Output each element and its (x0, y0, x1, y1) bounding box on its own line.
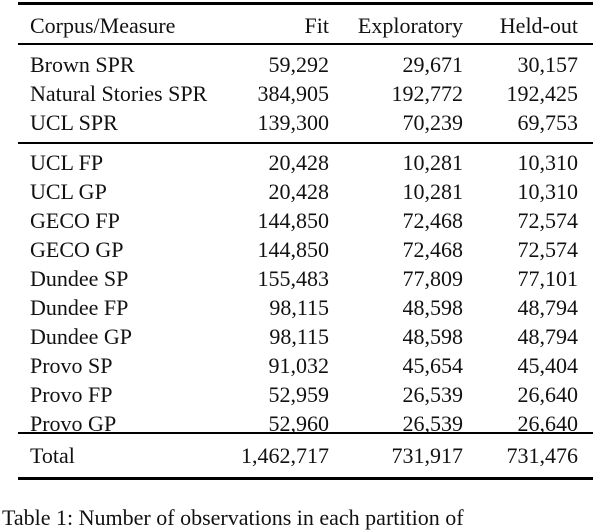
cell-fit: 98,115 (269, 324, 329, 349)
cell-exploratory: 72,468 (402, 237, 464, 262)
cell-exploratory: 10,281 (402, 179, 464, 204)
cell-fit: 52,960 (268, 411, 330, 436)
cell-exploratory: 10,281 (402, 150, 464, 175)
table-midrule-header (18, 43, 593, 45)
row-label: UCL FP (30, 150, 104, 175)
row-label: Provo GP (30, 411, 117, 436)
row-label: GECO GP (30, 237, 124, 262)
cell-exploratory: 26,539 (402, 411, 464, 436)
row-label: Provo FP (30, 382, 113, 407)
cell-held-out: 72,574 (517, 208, 579, 233)
table-midrule-block (18, 142, 593, 144)
cell-exploratory: 192,772 (391, 81, 464, 106)
row-label: Dundee FP (30, 295, 129, 320)
table-row: UCL FP 20,428 10,281 10,310 (18, 148, 592, 177)
cell-held-out: 48,794 (517, 295, 579, 320)
cell-held-out: 26,640 (517, 411, 579, 436)
cell-exploratory: 70,239 (402, 110, 464, 135)
cell-exploratory: 72,468 (402, 208, 464, 233)
cell-fit: 144,850 (257, 237, 330, 262)
cell-fit: 52,959 (268, 382, 330, 407)
row-label: UCL GP (30, 179, 107, 204)
row-label: GECO FP (30, 208, 120, 233)
cell-held-out: 731,476 (506, 443, 579, 468)
cell-held-out: 77,101 (517, 266, 579, 291)
cell-fit: 144,850 (257, 208, 330, 233)
cell-fit: 20,428 (268, 150, 330, 175)
row-label: Brown SPR (30, 52, 135, 77)
cell-exploratory: 77,809 (402, 266, 464, 291)
table-midrule-total (18, 432, 593, 434)
cell-held-out: 26,640 (517, 382, 579, 407)
column-header-fit: Fit (304, 13, 329, 38)
row-label: UCL SPR (30, 110, 118, 135)
total-row: Total 1,462,717 731,917 731,476 (18, 441, 592, 470)
table-row: Natural Stories SPR 384,905 192,772 192,… (18, 79, 592, 108)
cell-held-out: 72,574 (517, 237, 579, 262)
cell-held-out: 30,157 (517, 52, 579, 77)
cell-fit: 91,032 (268, 353, 330, 378)
cell-exploratory: 731,917 (391, 443, 464, 468)
row-label: Dundee SP (30, 266, 129, 291)
cell-exploratory: 48,598 (402, 324, 464, 349)
table-row: Provo FP 52,959 26,539 26,640 (18, 380, 592, 409)
table-bottomrule (18, 477, 593, 480)
row-label: Natural Stories SPR (30, 81, 208, 106)
cell-exploratory: 45,654 (402, 353, 464, 378)
table-row: Dundee GP 98,115 48,598 48,794 (18, 322, 592, 351)
cell-exploratory: 48,598 (402, 295, 464, 320)
cell-fit: 59,292 (268, 52, 330, 77)
column-header-corpus-measure: Corpus/Measure (30, 13, 176, 38)
row-label: Dundee GP (30, 324, 133, 349)
row-label: Total (30, 443, 75, 468)
column-header-exploratory: Exploratory (357, 13, 463, 38)
cell-held-out: 10,310 (517, 179, 579, 204)
cell-fit: 98,115 (269, 295, 329, 320)
row-label: Provo SP (30, 353, 113, 378)
table-row: GECO FP 144,850 72,468 72,574 (18, 206, 592, 235)
cell-fit: 1,462,717 (241, 443, 329, 468)
table-row: UCL SPR 139,300 70,239 69,753 (18, 108, 592, 137)
table-row: Provo SP 91,032 45,654 45,404 (18, 351, 592, 380)
cell-exploratory: 26,539 (402, 382, 464, 407)
table-row: Brown SPR 59,292 29,671 30,157 (18, 50, 592, 79)
table-header-row: Corpus/Measure Fit Exploratory Held-out (18, 11, 592, 40)
cell-held-out: 10,310 (517, 150, 579, 175)
cell-held-out: 192,425 (506, 81, 579, 106)
cell-held-out: 45,404 (517, 353, 579, 378)
cell-held-out: 48,794 (517, 324, 579, 349)
table-row: UCL GP 20,428 10,281 10,310 (18, 177, 592, 206)
table-row: Provo GP 52,960 26,539 26,640 (18, 409, 592, 438)
table-row: Dundee FP 98,115 48,598 48,794 (18, 293, 592, 322)
column-header-held-out: Held-out (499, 13, 578, 38)
cell-fit: 20,428 (268, 179, 330, 204)
table-toprule (18, 2, 593, 5)
table-row: Dundee SP 155,483 77,809 77,101 (18, 264, 592, 293)
cell-held-out: 69,753 (517, 110, 579, 135)
cell-fit: 139,300 (257, 110, 330, 135)
cell-fit: 384,905 (257, 81, 330, 106)
cell-exploratory: 29,671 (402, 52, 464, 77)
paper-page: { "header": { "corpus": "Corpus/Measure"… (2, 2, 593, 530)
table-row: GECO GP 144,850 72,468 72,574 (18, 235, 592, 264)
cell-fit: 155,483 (257, 266, 330, 291)
